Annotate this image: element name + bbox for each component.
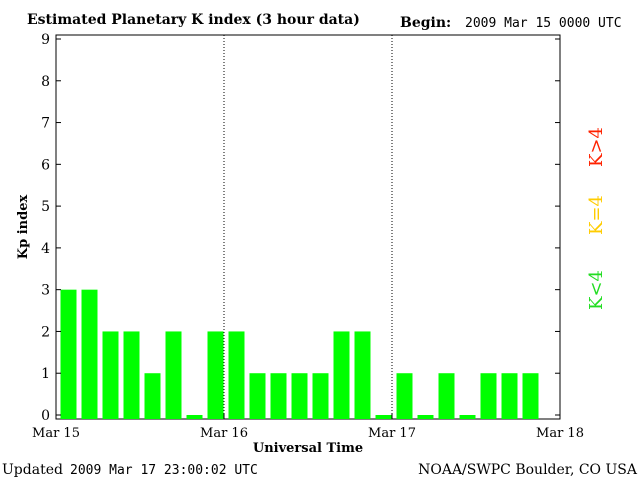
day-separators	[223, 35, 393, 419]
x-axis-ticks: Mar 15 Mar 16 Mar 17 Mar 18	[32, 413, 584, 441]
plot-frame	[55, 34, 561, 420]
x-tick-label-2: Mar 17	[368, 426, 416, 441]
bar-20	[480, 373, 497, 419]
y-tick-label-0: 0	[41, 408, 50, 424]
bar-10	[270, 373, 287, 419]
updated-label: Updated	[2, 462, 63, 478]
bar-2	[102, 331, 119, 419]
y-tick-label-9: 9	[41, 32, 50, 48]
bar-0	[60, 289, 77, 419]
bar-4	[144, 373, 161, 419]
bar-12	[312, 373, 329, 419]
bar-11	[291, 373, 308, 419]
bar-17	[417, 415, 434, 419]
y-tick-label-4: 4	[41, 241, 50, 257]
bar-16	[396, 373, 413, 419]
updated-value: 2009 Mar 17 23:00:02 UTC	[70, 463, 258, 478]
bar-21	[501, 373, 518, 419]
source-credit: NOAA/SWPC Boulder, CO USA	[418, 462, 638, 478]
bar-7	[207, 331, 224, 419]
bar-22	[522, 373, 539, 419]
bar-18	[438, 373, 455, 419]
y-tick-label-3: 3	[41, 283, 50, 299]
x-tick-label-3: Mar 18	[536, 426, 584, 441]
x-axis-label: Universal Time	[253, 441, 363, 456]
x-tick-label-0: Mar 15	[32, 426, 80, 441]
y-tick-label-8: 8	[41, 74, 50, 90]
legend-k-less-4: K<4	[586, 270, 607, 310]
chart-title: Estimated Planetary K index (3 hour data…	[27, 12, 360, 28]
bar-5	[165, 331, 182, 419]
bar-14	[354, 331, 371, 419]
bar-8	[228, 331, 245, 419]
x-tick-label-1: Mar 16	[200, 426, 248, 441]
y-tick-label-5: 5	[41, 199, 50, 215]
bars-group	[60, 289, 539, 419]
begin-label: Begin:	[400, 15, 451, 31]
y-axis-ticks: 0 1 2 3 4 5 6 7 8 9	[41, 32, 560, 424]
legend-k-greater-4: K>4	[586, 127, 607, 167]
begin-value: 2009 Mar 15 0000 UTC	[465, 16, 622, 31]
bar-3	[123, 331, 140, 419]
bar-19	[459, 415, 476, 419]
y-tick-label-6: 6	[41, 157, 50, 173]
y-tick-label-1: 1	[41, 366, 50, 382]
bar-9	[249, 373, 266, 419]
bar-13	[333, 331, 350, 419]
y-tick-label-7: 7	[41, 116, 50, 132]
y-tick-label-2: 2	[41, 324, 50, 340]
bar-15	[375, 415, 392, 419]
legend-k-equal-4: K=4	[586, 195, 607, 235]
bar-1	[81, 289, 98, 419]
bar-6	[186, 415, 203, 419]
y-axis-label: Kp index	[16, 195, 31, 260]
